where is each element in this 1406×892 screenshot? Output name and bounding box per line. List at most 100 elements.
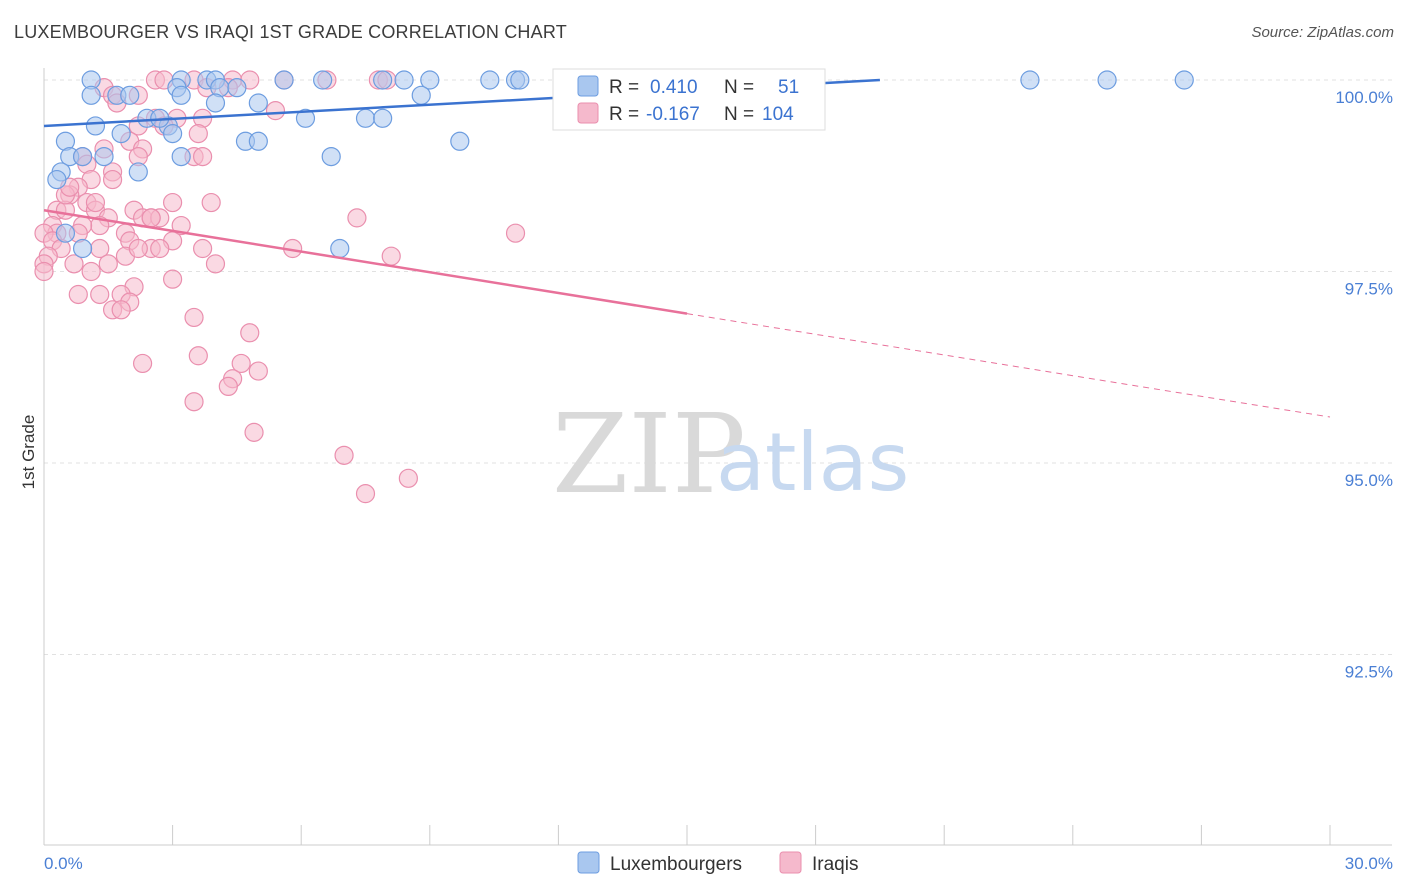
bottom-legend-swatch-iraqis [779,851,802,874]
legend-n-label-2: N = [724,104,754,125]
legend-n-label-1: N = [724,77,754,98]
luxembourger-point-24 [411,85,431,105]
luxembourger-point-34 [111,124,131,144]
iraqi-point-66 [381,246,401,266]
luxembourger-point-47 [47,169,67,190]
luxembourger-point-9 [480,70,500,90]
chart-title: LUXEMBOURGER VS IRAQI 1ST GRADE CORRELAT… [14,22,567,42]
luxembourger-point-4 [274,70,294,90]
luxembourger-point-19 [227,78,247,98]
luxembourger-point-35 [163,124,183,144]
bottom-legend-swatch-luxembourgers [577,851,600,874]
y-tick-label-2: 95.0% [1345,471,1393,490]
iraqi-point-32 [102,169,123,190]
y-axis-label: 1st Grade [19,415,38,490]
luxembourger-point-42 [94,147,114,167]
x-tick-min: 0.0% [44,854,83,873]
iraqi-point-15 [265,101,286,121]
watermark-zip: ZIP [552,390,746,518]
luxembourger-point-11 [510,70,530,90]
luxembourger-point-14 [1020,70,1040,90]
iraqi-point-28 [193,147,213,167]
iraqi-point-98 [201,192,221,213]
iraqi-point-99 [128,238,148,259]
iraqi-point-75 [90,284,110,305]
luxembourger-point-16 [1174,70,1194,90]
iraqi-point-90 [244,422,264,442]
iraqi-point-54 [505,223,526,243]
watermark-atlas: atlas [716,416,909,509]
iraqi-point-47 [171,215,191,236]
iraqi-point-70 [205,254,226,274]
luxembourger-point-7 [394,70,414,90]
iraqi-point-72 [34,261,54,282]
luxembourger-point-23 [171,85,191,105]
stats-legend: R = 0.410 N = 51 R = -0.167 N = 104 [552,68,826,131]
legend-swatch-luxembourgers [577,75,599,97]
iraqi-point-84 [231,353,251,374]
luxembourger-point-39 [450,131,470,151]
iraqi-point-85 [132,353,153,374]
luxembourger-point-22 [120,85,140,105]
iraqi-point-73 [163,269,183,289]
iraqi-trend-line [43,208,688,315]
iraqi-point-61 [193,238,213,259]
luxembourger-point-30 [373,108,393,128]
iraqi-point-86 [248,361,268,381]
y-tick-label-1: 97.5% [1345,280,1393,299]
luxembourger-point-41 [72,147,93,167]
iraqi-point-91 [334,445,354,465]
iraqi-point-81 [184,307,204,328]
luxembourger-point-25 [205,93,226,113]
luxembourger-point-38 [248,131,268,151]
source-label: Source: ZipAtlas.com [1251,24,1394,41]
y-tick-label-3: 92.5% [1345,663,1393,682]
bottom-legend-luxembourgers: Luxembourgers [610,854,742,875]
iraqi-trend-extension [686,313,1331,418]
legend-r-label-1: R = [609,77,639,98]
y-tick-labels: 100.0% 97.5% 95.0% 92.5% [1335,88,1393,682]
iraqi-point-76 [68,284,88,305]
legend-r-label-2: R = [609,104,639,125]
y-tick-label-0: 100.0% [1335,88,1393,107]
iraqi-point-80 [111,300,131,320]
iraqi-point-36 [163,192,183,213]
luxembourger-point-6 [373,70,393,90]
iraqi-point-21 [188,124,208,144]
legend-swatch-iraqis [577,102,599,124]
luxembourger-point-44 [321,147,341,167]
luxembourger-point-46 [128,162,148,182]
iraqi-point-67 [98,254,118,274]
iraqi-point-42 [347,208,367,228]
legend-r-value-2: -0.167 [646,104,700,125]
legend-r-value-1: 0.410 [650,77,698,98]
legend-n-value-1: 51 [778,77,799,98]
luxembourgers-points [47,70,1194,259]
luxembourger-point-26 [248,93,268,113]
iraqi-point-82 [240,323,260,343]
luxembourger-point-20 [81,85,101,105]
iraqi-point-89 [184,392,204,412]
luxembourger-point-5 [313,70,333,90]
x-tick-max: 30.0% [1345,854,1393,873]
iraqi-point-92 [398,468,418,488]
iraqi-point-95 [85,192,106,213]
legend-n-value-2: 104 [762,104,794,125]
luxembourger-point-8 [420,70,440,90]
luxembourger-point-49 [72,238,93,259]
luxembourger-point-50 [330,238,350,259]
iraqi-point-63 [150,238,170,259]
iraqi-point-83 [188,346,208,366]
iraqi-point-96 [141,208,161,228]
iraqi-point-88 [218,376,238,396]
luxembourger-point-31 [85,116,106,136]
luxembourger-point-48 [55,223,76,243]
iraqi-point-69 [64,254,84,274]
luxembourger-point-29 [355,108,376,128]
series-legend: Luxembourgers Iraqis [577,851,858,875]
iraqis-points [34,70,526,504]
luxembourger-point-15 [1097,70,1117,90]
iraqi-point-93 [355,484,376,504]
luxembourger-point-43 [171,147,191,167]
